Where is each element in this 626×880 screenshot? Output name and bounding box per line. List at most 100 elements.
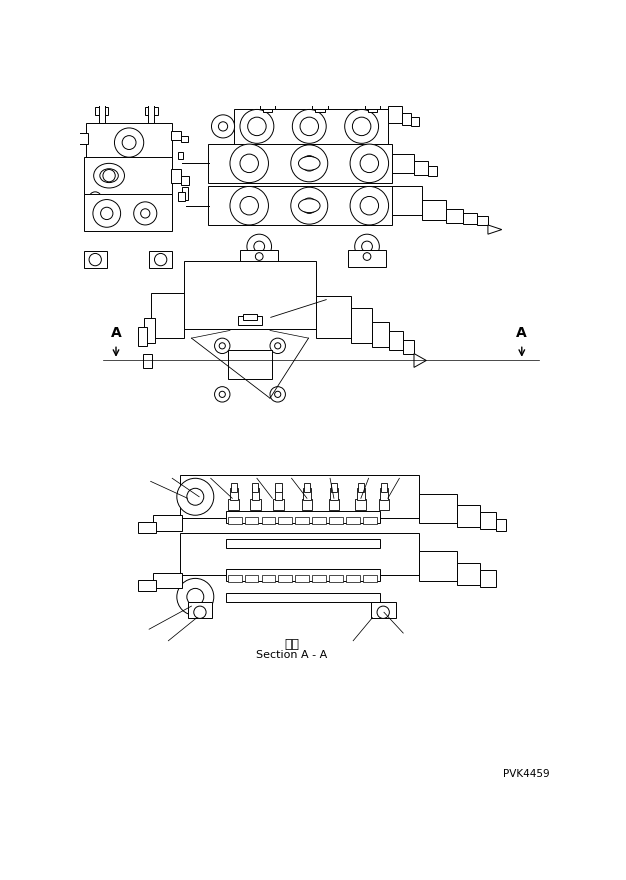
Circle shape [247, 234, 272, 259]
Bar [304, 483, 310, 492]
Circle shape [215, 386, 230, 402]
Bar [95, 107, 108, 114]
Bar [184, 261, 316, 329]
Bar [380, 488, 388, 500]
Circle shape [355, 234, 379, 259]
Text: Section A - A: Section A - A [256, 649, 327, 660]
Bar [480, 570, 496, 587]
Ellipse shape [212, 115, 235, 138]
Circle shape [103, 170, 115, 182]
Bar [372, 322, 389, 348]
Bar [171, 131, 182, 140]
Bar [295, 517, 309, 524]
Bar [240, 250, 279, 268]
Circle shape [89, 192, 101, 204]
Ellipse shape [100, 169, 118, 182]
Circle shape [218, 121, 228, 131]
Bar [302, 499, 312, 510]
Bar [143, 355, 152, 368]
Circle shape [219, 392, 225, 398]
Bar [357, 488, 365, 500]
Bar [149, 251, 172, 268]
Bar [403, 340, 414, 354]
Bar [363, 517, 377, 524]
Bar [99, 87, 105, 122]
Bar [356, 499, 366, 510]
Ellipse shape [299, 199, 320, 213]
Bar [84, 251, 107, 268]
Circle shape [275, 342, 281, 348]
Bar [402, 113, 411, 125]
Bar [250, 499, 261, 510]
Bar [312, 575, 326, 583]
Circle shape [345, 109, 379, 143]
Text: PVK4459: PVK4459 [503, 769, 550, 779]
Circle shape [215, 338, 230, 354]
Circle shape [248, 117, 266, 136]
Bar [393, 186, 422, 215]
Circle shape [93, 200, 121, 227]
Bar [138, 522, 156, 533]
Bar [252, 483, 259, 492]
Bar [228, 349, 272, 379]
Circle shape [292, 109, 326, 143]
Ellipse shape [94, 164, 125, 188]
Bar [279, 575, 292, 583]
Bar [279, 517, 292, 524]
Bar [457, 505, 480, 527]
Bar [239, 316, 262, 325]
Bar [358, 483, 364, 492]
Bar [312, 517, 326, 524]
Circle shape [352, 117, 371, 136]
Circle shape [122, 136, 136, 150]
Bar [329, 499, 339, 510]
Bar [329, 517, 343, 524]
Bar [226, 511, 380, 523]
Circle shape [300, 117, 319, 136]
Bar [262, 575, 275, 583]
Circle shape [291, 145, 328, 182]
Circle shape [255, 253, 263, 260]
Bar [178, 192, 185, 201]
Bar [138, 327, 147, 346]
Bar [252, 488, 259, 500]
Circle shape [360, 196, 379, 215]
Circle shape [230, 187, 269, 225]
Bar [148, 87, 154, 122]
Bar [275, 488, 282, 500]
Bar [86, 123, 172, 158]
Circle shape [291, 187, 328, 224]
Circle shape [302, 156, 317, 171]
Bar [230, 488, 238, 500]
Bar [463, 214, 477, 224]
Bar [226, 569, 380, 581]
Bar [419, 494, 457, 523]
Circle shape [240, 154, 259, 172]
Bar [208, 144, 393, 182]
Circle shape [350, 144, 389, 182]
Circle shape [177, 578, 214, 615]
Bar [389, 331, 403, 350]
Bar [262, 517, 275, 524]
Bar [368, 96, 377, 112]
Bar [78, 133, 88, 144]
Bar [138, 580, 156, 590]
Circle shape [270, 338, 285, 354]
Bar [234, 109, 388, 144]
Bar [393, 154, 414, 172]
Bar [331, 483, 337, 492]
Circle shape [89, 253, 101, 266]
Circle shape [92, 195, 98, 202]
Bar [144, 319, 155, 343]
Bar [351, 308, 372, 343]
Bar [348, 250, 386, 268]
Circle shape [240, 109, 274, 143]
Bar [263, 96, 272, 112]
Bar [226, 539, 380, 548]
Bar [245, 517, 259, 524]
Circle shape [187, 488, 204, 505]
Circle shape [275, 392, 281, 398]
Text: A: A [516, 326, 527, 340]
Circle shape [302, 198, 317, 214]
Bar [226, 593, 380, 602]
